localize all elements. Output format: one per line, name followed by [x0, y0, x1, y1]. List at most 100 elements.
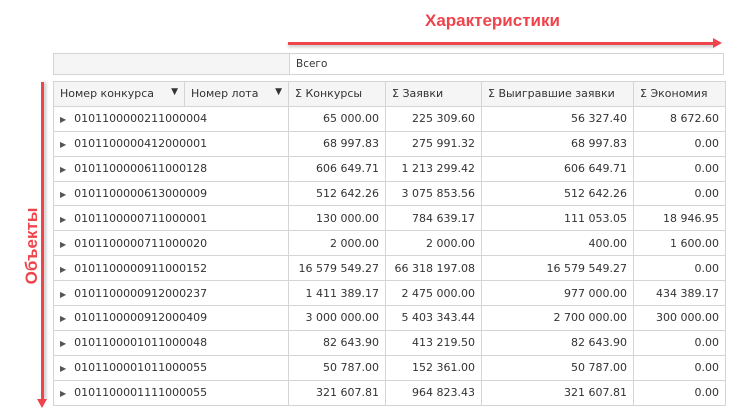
row-key-label: 0101100000611000128	[74, 162, 208, 176]
table-row: ▶ 0101100000412000001 68 997.83 275 991.32 6…	[53, 130, 726, 157]
row-key: ▶ 0101100000911000152	[53, 255, 289, 282]
filter-icon[interactable]: ▼	[275, 87, 282, 98]
value-cell: 68 997.83	[481, 130, 634, 157]
row-key: ▶ 0101100001111000055	[53, 379, 289, 406]
table-row: ▶ 0101100000912000237 1 411 389.17 2 475 00…	[53, 280, 726, 307]
expand-icon[interactable]: ▶	[60, 190, 67, 199]
expand-icon[interactable]: ▶	[60, 389, 67, 399]
value-cell: 2 700 000.00	[481, 305, 634, 331]
column-header-label: Σ Конкурсы	[295, 87, 363, 101]
column-header[interactable]: Σ Заявки	[385, 81, 482, 107]
expand-icon[interactable]: ▶	[60, 165, 67, 175]
value-cell: 512 642.26	[481, 180, 634, 207]
table-row: ▶ 0101100000211000004 65 000.00 225 309.60 5…	[53, 105, 726, 132]
value-cell: 512 642.26	[288, 180, 386, 207]
value-cell: 5 403 343.44	[385, 305, 482, 331]
table-row: ▶ 0101100001011000048 82 643.90 413 219.50 8…	[53, 329, 726, 356]
value-cell: 964 823.43	[385, 379, 482, 406]
row-key-label: 0101100000211000004	[74, 112, 208, 126]
value-cell: 3 075 853.56	[385, 180, 482, 207]
expand-icon[interactable]: ▶	[60, 214, 67, 224]
value-cell: 413 219.50	[385, 329, 482, 356]
row-key-label: 0101100000412000001	[74, 137, 208, 151]
value-cell: 0.00	[633, 354, 726, 381]
value-cell: 8 672.60	[633, 105, 726, 132]
expand-icon[interactable]: ▶	[60, 364, 67, 374]
table-row: ▶ 0101100000613000009 512 642.26 3 075 853.…	[53, 180, 726, 207]
column-header[interactable]: Σ Экономия	[633, 81, 726, 107]
value-cell: 66 318 197.08	[385, 255, 482, 282]
value-cell: 50 787.00	[481, 354, 634, 381]
table-row: ▶ 0101100001011000055 50 787.00 152 361.00 5…	[53, 354, 726, 381]
row-key: ▶ 0101100000211000004	[53, 105, 289, 132]
value-cell: 56 327.40	[481, 105, 634, 132]
value-cell: 0.00	[633, 180, 726, 207]
value-cell: 977 000.00	[481, 280, 634, 307]
value-cell: 3 000 000.00	[288, 305, 386, 331]
value-cell: 1 600.00	[633, 230, 726, 257]
table-row: ▶ 0101100001111000055 321 607.81 964 823.43…	[53, 379, 726, 406]
row-key: ▶ 0101100001011000055	[53, 354, 289, 381]
row-key-label: 0101100000912000409	[74, 311, 208, 325]
expand-icon[interactable]: ▶	[60, 314, 67, 324]
column-header[interactable]: Номер лота ▼	[184, 81, 289, 107]
table-row: ▶ 0101100000912000409 3 000 000.00 5 403 34…	[53, 305, 726, 331]
horizontal-arrow-icon	[288, 38, 722, 48]
expand-icon[interactable]: ▶	[60, 289, 67, 299]
row-key: ▶ 0101100001011000048	[53, 329, 289, 356]
expand-icon[interactable]: ▶	[60, 115, 67, 125]
column-header-label: Σ Выигравшие заявки	[488, 87, 615, 101]
value-cell: 434 389.17	[633, 280, 726, 307]
value-cell: 82 643.90	[481, 329, 634, 356]
column-header-label: Номер конкурса	[60, 87, 155, 101]
empty-corner	[54, 54, 290, 74]
expand-icon[interactable]: ▶	[60, 264, 67, 274]
value-cell: 130 000.00	[288, 205, 386, 232]
value-cell: 82 643.90	[288, 329, 386, 356]
row-key: ▶ 0101100000613000009	[53, 180, 289, 207]
expand-icon[interactable]: ▶	[60, 239, 67, 249]
value-cell: 0.00	[633, 379, 726, 406]
column-header[interactable]: Σ Конкурсы	[288, 81, 386, 107]
value-cell: 1 213 299.42	[385, 155, 482, 182]
value-cell: 18 946.95	[633, 205, 726, 232]
column-header[interactable]: Номер конкурса ▼	[53, 81, 185, 107]
filter-icon[interactable]: ▼	[171, 87, 178, 98]
pivot-table: Номер конкурса ▼ Номер лота ▼ Σ Конкурсы Σ За…	[53, 81, 726, 406]
value-cell: 0.00	[633, 155, 726, 182]
expand-icon[interactable]: ▶	[60, 140, 67, 150]
column-header-label: Σ Заявки	[392, 87, 444, 101]
value-cell: 400.00	[481, 230, 634, 257]
value-cell: 0.00	[633, 329, 726, 356]
row-key: ▶ 0101100000412000001	[53, 130, 289, 157]
row-key-label: 0101100000711000001	[74, 211, 208, 225]
table-row: ▶ 0101100000911000152 16 579 549.27 66 318 …	[53, 255, 726, 282]
total-label: Всего	[296, 58, 328, 70]
row-key-label: 0101100000613000009	[74, 187, 208, 200]
value-cell: 0.00	[633, 255, 726, 282]
value-cell: 0.00	[633, 130, 726, 157]
value-cell: 16 579 549.27	[481, 255, 634, 282]
table-row: ▶ 0101100000711000020 2 000.00 2 000.00 400.…	[53, 230, 726, 257]
row-key-label: 0101100000911000152	[74, 261, 208, 275]
row-key: ▶ 0101100000711000020	[53, 230, 289, 257]
column-header[interactable]: Σ Выигравшие заявки	[481, 81, 634, 107]
value-cell: 2 475 000.00	[385, 280, 482, 307]
row-key-label: 0101100000912000237	[74, 286, 208, 300]
expand-icon[interactable]: ▶	[60, 339, 67, 349]
value-cell: 321 607.81	[288, 379, 386, 406]
value-cell: 784 639.17	[385, 205, 482, 232]
row-key: ▶ 0101100000611000128	[53, 155, 289, 182]
column-group-header: Всего	[53, 53, 724, 75]
row-key: ▶ 0101100000912000409	[53, 305, 289, 331]
value-cell: 321 607.81	[481, 379, 634, 406]
row-key-label: 0101100001111000055	[74, 386, 208, 400]
column-header-label: Σ Экономия	[640, 87, 708, 101]
row-key: ▶ 0101100000912000237	[53, 280, 289, 307]
column-header-label: Номер лота	[191, 87, 259, 101]
value-cell: 2 000.00	[385, 230, 482, 257]
row-key: ▶ 0101100000711000001	[53, 205, 289, 232]
value-cell: 606 649.71	[288, 155, 386, 182]
row-key-label: 0101100001011000055	[74, 361, 208, 375]
value-cell: 152 361.00	[385, 354, 482, 381]
